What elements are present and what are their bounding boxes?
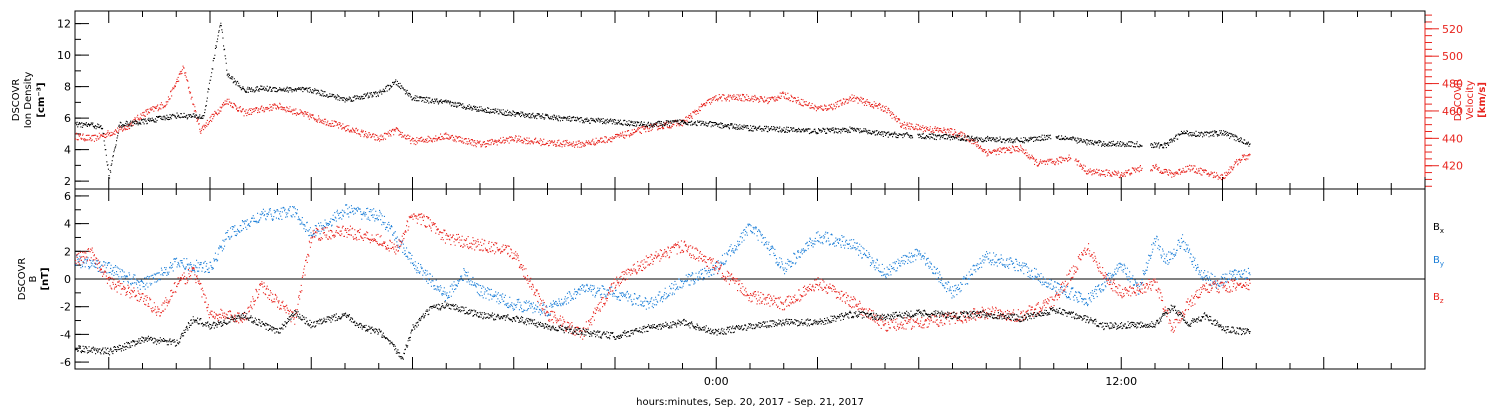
density-tick-label-5: 12 xyxy=(57,18,71,31)
bz-series xyxy=(75,213,1251,340)
legend-by: By xyxy=(1433,255,1444,268)
by-series-points xyxy=(75,204,1251,317)
field-tick-label-4: 2 xyxy=(64,245,71,258)
legend-bx: Bx xyxy=(1433,222,1444,235)
velocity-tick-label-3: 480 xyxy=(1442,78,1463,91)
density-tick-label-3: 8 xyxy=(64,81,71,94)
field-tick-label-0: -6 xyxy=(60,356,71,369)
tick-labels: 2 4 6 8 10 12 420 440 460 480 500 520 -6 -4 -2 0 2 4 6 0:00… xyxy=(57,18,1463,388)
density-tick-label-0: 2 xyxy=(64,175,71,188)
x-axis-title: hours:minutes, Sep. 20, 2017 - Sep. 21, … xyxy=(636,397,864,408)
axis-ticks xyxy=(74,11,1439,369)
plasma-ylabel-line1: DSCOVR xyxy=(11,79,22,122)
field-tick-label-3: 0 xyxy=(64,273,71,286)
field-ylabel-line2: B xyxy=(28,275,39,282)
plasma-ylabel-line3: [cm⁻³] xyxy=(36,82,47,117)
density-series xyxy=(75,22,1251,179)
field-tick-label-1: -4 xyxy=(60,328,71,341)
velocity-tick-label-2: 460 xyxy=(1442,105,1463,118)
velocity-series-points xyxy=(75,65,1251,181)
field-tick-label-2: -2 xyxy=(60,301,71,314)
density-series-points xyxy=(75,22,1251,179)
x-tick-label-0: 0:00 xyxy=(704,375,729,388)
field-tick-label-5: 4 xyxy=(64,218,71,231)
velocity-ylabel-line2: Velocity xyxy=(1465,80,1476,119)
velocity-tick-label-1: 440 xyxy=(1442,132,1463,145)
x-tick-label-1: 12:00 xyxy=(1105,375,1137,388)
field-ylabel-line1: DSCOVR xyxy=(17,258,28,301)
density-tick-label-2: 6 xyxy=(64,112,71,125)
bx-series xyxy=(75,301,1251,360)
velocity-series xyxy=(75,65,1251,181)
plasma-ylabel-line2: Ion Density xyxy=(23,72,34,129)
bx-series-points xyxy=(75,301,1251,360)
bz-series-points xyxy=(75,213,1251,340)
velocity-ylabel-line3: [km/s] xyxy=(1477,82,1488,118)
velocity-ylabel-line1: DSCOVR xyxy=(1453,79,1464,122)
density-tick-label-4: 10 xyxy=(57,49,71,62)
density-tick-label-1: 4 xyxy=(64,144,71,157)
velocity-tick-label-4: 500 xyxy=(1442,50,1463,63)
legend-bz: Bz xyxy=(1433,292,1444,305)
data-series xyxy=(75,22,1251,360)
legend: Bx By Bz xyxy=(1433,222,1444,305)
field-tick-label-6: 6 xyxy=(64,190,71,203)
by-series xyxy=(75,204,1251,317)
field-ylabel-line3: [nT] xyxy=(40,267,51,290)
velocity-tick-label-0: 420 xyxy=(1442,160,1463,173)
velocity-tick-label-5: 520 xyxy=(1442,23,1463,36)
plasma-panel-frame xyxy=(74,10,1426,190)
